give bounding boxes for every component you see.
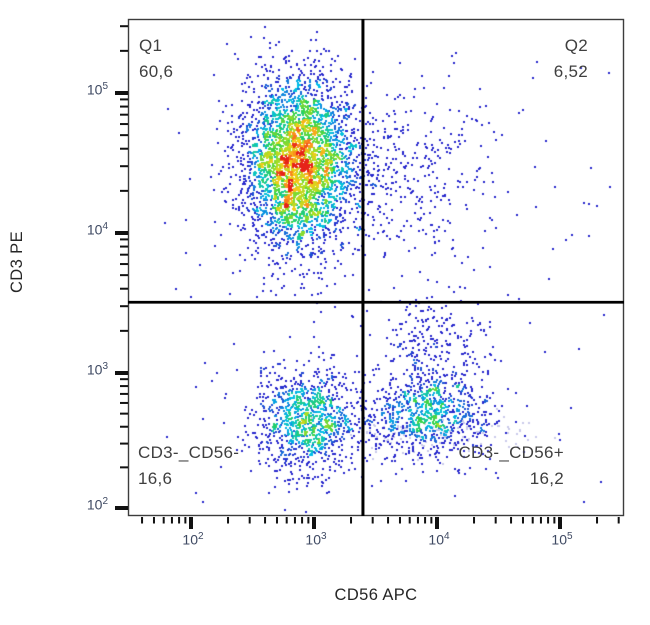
x-minor-tick bbox=[170, 517, 173, 524]
y-minor-tick bbox=[120, 105, 128, 108]
x-minor-tick bbox=[510, 517, 513, 524]
y-minor-tick bbox=[120, 147, 128, 150]
y-minor-tick bbox=[120, 49, 128, 52]
y-minor-tick bbox=[120, 98, 128, 101]
quadrant-q4-label: CD3-_CD56+ bbox=[458, 443, 564, 462]
y-minor-tick bbox=[120, 378, 128, 381]
y-minor-tick bbox=[120, 442, 128, 445]
y-tick-label: 104 bbox=[86, 221, 108, 238]
y-minor-tick bbox=[120, 466, 128, 469]
x-minor-tick bbox=[248, 517, 251, 524]
x-major-tick bbox=[435, 517, 439, 529]
y-minor-tick bbox=[120, 329, 128, 332]
x-minor-tick bbox=[531, 517, 534, 524]
quadrant-q1-label: Q1 bbox=[139, 36, 163, 55]
y-axis-title: CD3 PE bbox=[8, 231, 26, 294]
x-minor-tick bbox=[408, 517, 411, 524]
y-minor-tick bbox=[120, 412, 128, 415]
y-tick-label: 103 bbox=[86, 361, 108, 378]
y-major-tick bbox=[115, 506, 128, 510]
quadrant-q1-value: 60,6 bbox=[139, 62, 174, 81]
y-tick-label: 105 bbox=[86, 81, 108, 98]
y-minor-tick bbox=[120, 25, 128, 28]
x-minor-tick bbox=[307, 517, 310, 524]
y-minor-tick bbox=[120, 274, 128, 277]
x-minor-tick bbox=[553, 517, 556, 524]
y-minor-tick bbox=[120, 425, 128, 428]
quadrant-q2-value: 6,52 bbox=[553, 62, 588, 81]
x-minor-tick bbox=[141, 517, 144, 524]
x-minor-tick bbox=[152, 517, 155, 524]
x-axis-title: CD56 APC bbox=[334, 586, 418, 604]
x-major-tick bbox=[312, 517, 316, 529]
x-minor-tick bbox=[184, 517, 187, 524]
scatter-canvas bbox=[128, 19, 624, 516]
quadrant-q4-value: 16,2 bbox=[529, 469, 564, 488]
x-minor-tick bbox=[424, 517, 427, 524]
x-minor-tick bbox=[275, 517, 278, 524]
y-minor-tick bbox=[120, 245, 128, 248]
y-major-tick bbox=[115, 91, 128, 95]
y-tick-label: 102 bbox=[86, 496, 108, 513]
x-minor-tick bbox=[301, 517, 304, 524]
y-minor-tick bbox=[120, 134, 128, 137]
x-minor-tick bbox=[387, 517, 390, 524]
x-minor-tick bbox=[617, 517, 620, 524]
plot-frame bbox=[127, 18, 625, 517]
x-minor-tick bbox=[293, 517, 296, 524]
x-minor-tick bbox=[371, 517, 374, 524]
x-tick-label: 103 bbox=[305, 531, 327, 548]
x-major-tick bbox=[189, 517, 193, 529]
y-minor-tick bbox=[120, 189, 128, 192]
x-major-tick bbox=[558, 517, 562, 529]
x-minor-tick bbox=[494, 517, 497, 524]
x-minor-tick bbox=[596, 517, 599, 524]
y-minor-tick bbox=[120, 113, 128, 116]
y-minor-tick bbox=[120, 287, 128, 290]
x-minor-tick bbox=[430, 517, 433, 524]
x-minor-tick bbox=[162, 517, 165, 524]
x-minor-tick bbox=[416, 517, 419, 524]
x-minor-tick bbox=[178, 517, 181, 524]
y-minor-tick bbox=[120, 165, 128, 168]
y-minor-tick bbox=[120, 385, 128, 388]
quadrant-q3-value: 16,6 bbox=[138, 469, 173, 488]
x-minor-tick bbox=[473, 517, 476, 524]
y-minor-tick bbox=[120, 305, 128, 308]
x-minor-tick bbox=[350, 517, 353, 524]
y-minor-tick bbox=[120, 263, 128, 266]
x-tick-label: 102 bbox=[182, 531, 204, 548]
x-minor-tick bbox=[285, 517, 288, 524]
x-minor-tick bbox=[264, 517, 267, 524]
x-minor-tick bbox=[539, 517, 542, 524]
quadrant-q3-label: CD3-_CD56- bbox=[138, 443, 240, 462]
y-major-tick bbox=[115, 371, 128, 375]
x-minor-tick bbox=[521, 517, 524, 524]
x-minor-tick bbox=[547, 517, 550, 524]
y-minor-tick bbox=[120, 392, 128, 395]
x-minor-tick bbox=[398, 517, 401, 524]
quadrant-q2-label: Q2 bbox=[564, 36, 588, 55]
y-minor-tick bbox=[120, 123, 128, 126]
y-major-tick bbox=[115, 231, 128, 235]
y-minor-tick bbox=[120, 253, 128, 256]
x-tick-label: 105 bbox=[551, 531, 573, 548]
x-tick-label: 104 bbox=[428, 531, 450, 548]
x-minor-tick bbox=[227, 517, 230, 524]
y-minor-tick bbox=[120, 401, 128, 404]
y-minor-tick bbox=[120, 238, 128, 241]
